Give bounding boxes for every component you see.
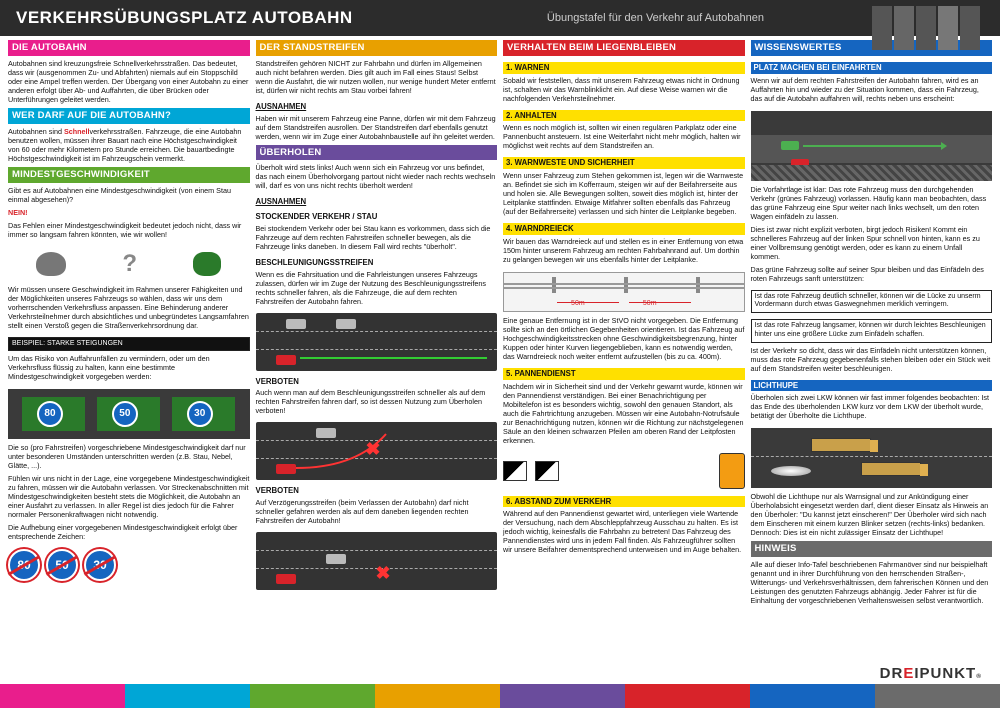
- p: Auf Verzögerungsstreifen (beim Verlassen…: [256, 498, 498, 525]
- header-blocks: [872, 6, 980, 50]
- p: Wenn es noch möglich ist, sollten wir ei…: [503, 123, 745, 150]
- main-title: VERKEHRSÜBUNGSPLATZ AUTOBAHN: [16, 8, 353, 28]
- s1: 1. WARNEN: [503, 62, 745, 74]
- lanes-diagram: 80 50 30: [8, 389, 250, 439]
- hd-wer-darf: WER DARF AUF DIE AUTOBAHN?: [8, 108, 250, 124]
- p: Sobald wir feststellen, dass mit unserem…: [503, 76, 745, 103]
- rabbit-icon: [193, 252, 221, 276]
- p: Die Aufhebung einer vorgegebenen Mindest…: [8, 523, 250, 541]
- p: Obwohl die Lichthupe nur als Warnsignal …: [751, 492, 993, 537]
- p: Die Vorfahrtlage ist klar: Das rote Fahr…: [751, 185, 993, 221]
- sign-50-x: 50: [46, 549, 78, 581]
- p: Alle auf dieser Info-Tafel beschriebenen…: [751, 560, 993, 605]
- truck-diagram: [751, 428, 993, 488]
- stripe: [125, 684, 250, 708]
- hd-ueberholen: ÜBERHOLEN: [256, 145, 498, 161]
- page: VERKEHRSÜBUNGSPLATZ AUTOBAHN Übungstafel…: [0, 0, 1000, 708]
- col-1: DIE AUTOBAHN Autobahnen sind kreuzungsfr…: [8, 40, 250, 684]
- p: Eine genaue Entfernung ist in der StVO n…: [503, 316, 745, 361]
- sos-box-icon: [719, 453, 745, 489]
- hd-mindest: MINDESTGESCHWINDIGKEIT: [8, 167, 250, 183]
- footer-stripes: [0, 684, 1000, 708]
- sh-platz: PLATZ MACHEN BEI EINFAHRTEN: [751, 62, 993, 74]
- sh-ausnahmen: AUSNAHMEN: [256, 102, 498, 112]
- diagram-verboten2: ✖: [256, 532, 498, 590]
- p: Das grüne Fahrzeug sollte auf seiner Spu…: [751, 265, 993, 283]
- brand-logo: DREIPUNKT®: [880, 665, 982, 682]
- sign-80-x: 80: [8, 549, 40, 581]
- p: Die so (pro Fahrstreifen) vorgeschrieben…: [8, 443, 250, 470]
- sh-stau: STOCKENDER VERKEHR / STAU: [256, 212, 498, 222]
- stripe: [500, 684, 625, 708]
- p: Überholt wird stets links! Auch wenn sic…: [256, 163, 498, 190]
- hd-standstreifen: DER STANDSTREIFEN: [256, 40, 498, 56]
- p: Wenn wir auf dem rechten Fahrstreifen de…: [751, 76, 993, 103]
- p: Überholen sich zwei LKW können wir fast …: [751, 393, 993, 420]
- sh-beschl: BESCHLEUNIGUNGSSTREIFEN: [256, 258, 498, 268]
- p: Wir müssen unsere Geschwindigkeit im Rah…: [8, 285, 250, 330]
- p: Das Fehlen einer Mindestgeschwindigkeit …: [8, 221, 250, 239]
- stripe: [750, 684, 875, 708]
- p: Ist der Verkehr so dicht, dass wir das E…: [751, 346, 993, 373]
- p: Während auf den Pannendienst gewartet wi…: [503, 509, 745, 554]
- diagram-accel: [256, 313, 498, 371]
- stripe: [375, 684, 500, 708]
- box-b2: Ist das rote Fahrzeug langsamer, können …: [751, 319, 993, 343]
- sign-30-x: 30: [84, 549, 116, 581]
- hd-liegenbleiben: VERHALTEN BEIM LIEGENBLEIBEN: [503, 40, 745, 56]
- icon-row: ?: [8, 249, 250, 279]
- p: Fühlen wir uns nicht in der Lage, eine v…: [8, 474, 250, 519]
- p: Auch wenn man auf dem Beschleunigungsstr…: [256, 388, 498, 415]
- p: Wir bauen das Warndreieck auf und stelle…: [503, 237, 745, 264]
- box-b1: Ist das rote Fahrzeug deutlich schneller…: [751, 290, 993, 314]
- col-4: WISSENSWERTES PLATZ MACHEN BEI EINFAHRTE…: [751, 40, 993, 684]
- nein: NEIN!: [8, 208, 250, 217]
- p: Dies ist zwar nicht explizit verboten, b…: [751, 225, 993, 261]
- flags-row: [503, 453, 745, 489]
- p: Gibt es auf Autobahnen eine Mindestgesch…: [8, 186, 250, 204]
- p: Wenn es die Fahrsituation und die Fahrle…: [256, 270, 498, 306]
- p: Autobahnen sind Schnellverkehrsstraßen. …: [8, 127, 250, 163]
- sh-verboten1: VERBOTEN: [256, 377, 498, 387]
- flag-2-icon: [535, 461, 559, 481]
- merge-diagram: [751, 111, 993, 181]
- stripe: [625, 684, 750, 708]
- s4: 4. WARNDREIECK: [503, 223, 745, 235]
- p: Autobahnen sind kreuzungsfreie Schnellve…: [8, 59, 250, 104]
- question-icon: ?: [122, 249, 137, 279]
- p: Standstreifen gehören NICHT zur Fahrbahn…: [256, 59, 498, 95]
- col-3: VERHALTEN BEIM LIEGENBLEIBEN 1. WARNEN S…: [503, 40, 745, 684]
- p: Wenn unser Fahrzeug zum Stehen gekommen …: [503, 171, 745, 216]
- sh-lichthupe: LICHTHUPE: [751, 380, 993, 392]
- s5: 5. PANNENDIENST: [503, 368, 745, 380]
- sign-50: 50: [112, 401, 138, 427]
- p: Haben wir mit unserem Fahrzeug eine Pann…: [256, 114, 498, 141]
- s6: 6. ABSTAND ZUM VERKEHR: [503, 496, 745, 508]
- subtitle: Übungstafel für den Verkehr auf Autobahn…: [547, 12, 764, 24]
- stripe: [250, 684, 375, 708]
- sign-30: 30: [187, 401, 213, 427]
- hd-autobahn: DIE AUTOBAHN: [8, 40, 250, 56]
- p: Bei stockendem Verkehr oder bei Stau kan…: [256, 224, 498, 251]
- stripe: [875, 684, 1000, 708]
- hd-hinweis: HINWEIS: [751, 541, 993, 557]
- sh-verboten2: VERBOTEN: [256, 486, 498, 496]
- columns: DIE AUTOBAHN Autobahnen sind kreuzungsfr…: [0, 36, 1000, 684]
- snail-icon: [36, 252, 66, 276]
- box-beispiel: BEISPIEL: STARKE STEIGUNGEN: [8, 337, 250, 352]
- cancel-signs: 80 50 30: [8, 549, 250, 581]
- diagram-verboten1: ✖: [256, 422, 498, 480]
- sh-ausnahmen2: AUSNAHMEN: [256, 197, 498, 207]
- p: Um das Risiko von Auffahrunfällen zu ver…: [8, 354, 250, 381]
- guardrail-diagram: 50m 50m: [503, 272, 745, 312]
- flag-1-icon: [503, 461, 527, 481]
- s3: 3. WARNWESTE UND SICHERHEIT: [503, 157, 745, 169]
- s2: 2. ANHALTEN: [503, 110, 745, 122]
- header-bar: VERKEHRSÜBUNGSPLATZ AUTOBAHN Übungstafel…: [0, 0, 1000, 36]
- stripe: [0, 684, 125, 708]
- sign-80: 80: [37, 401, 63, 427]
- p: Nachdem wir in Sicherheit sind und der V…: [503, 382, 745, 445]
- col-2: DER STANDSTREIFEN Standstreifen gehören …: [256, 40, 498, 684]
